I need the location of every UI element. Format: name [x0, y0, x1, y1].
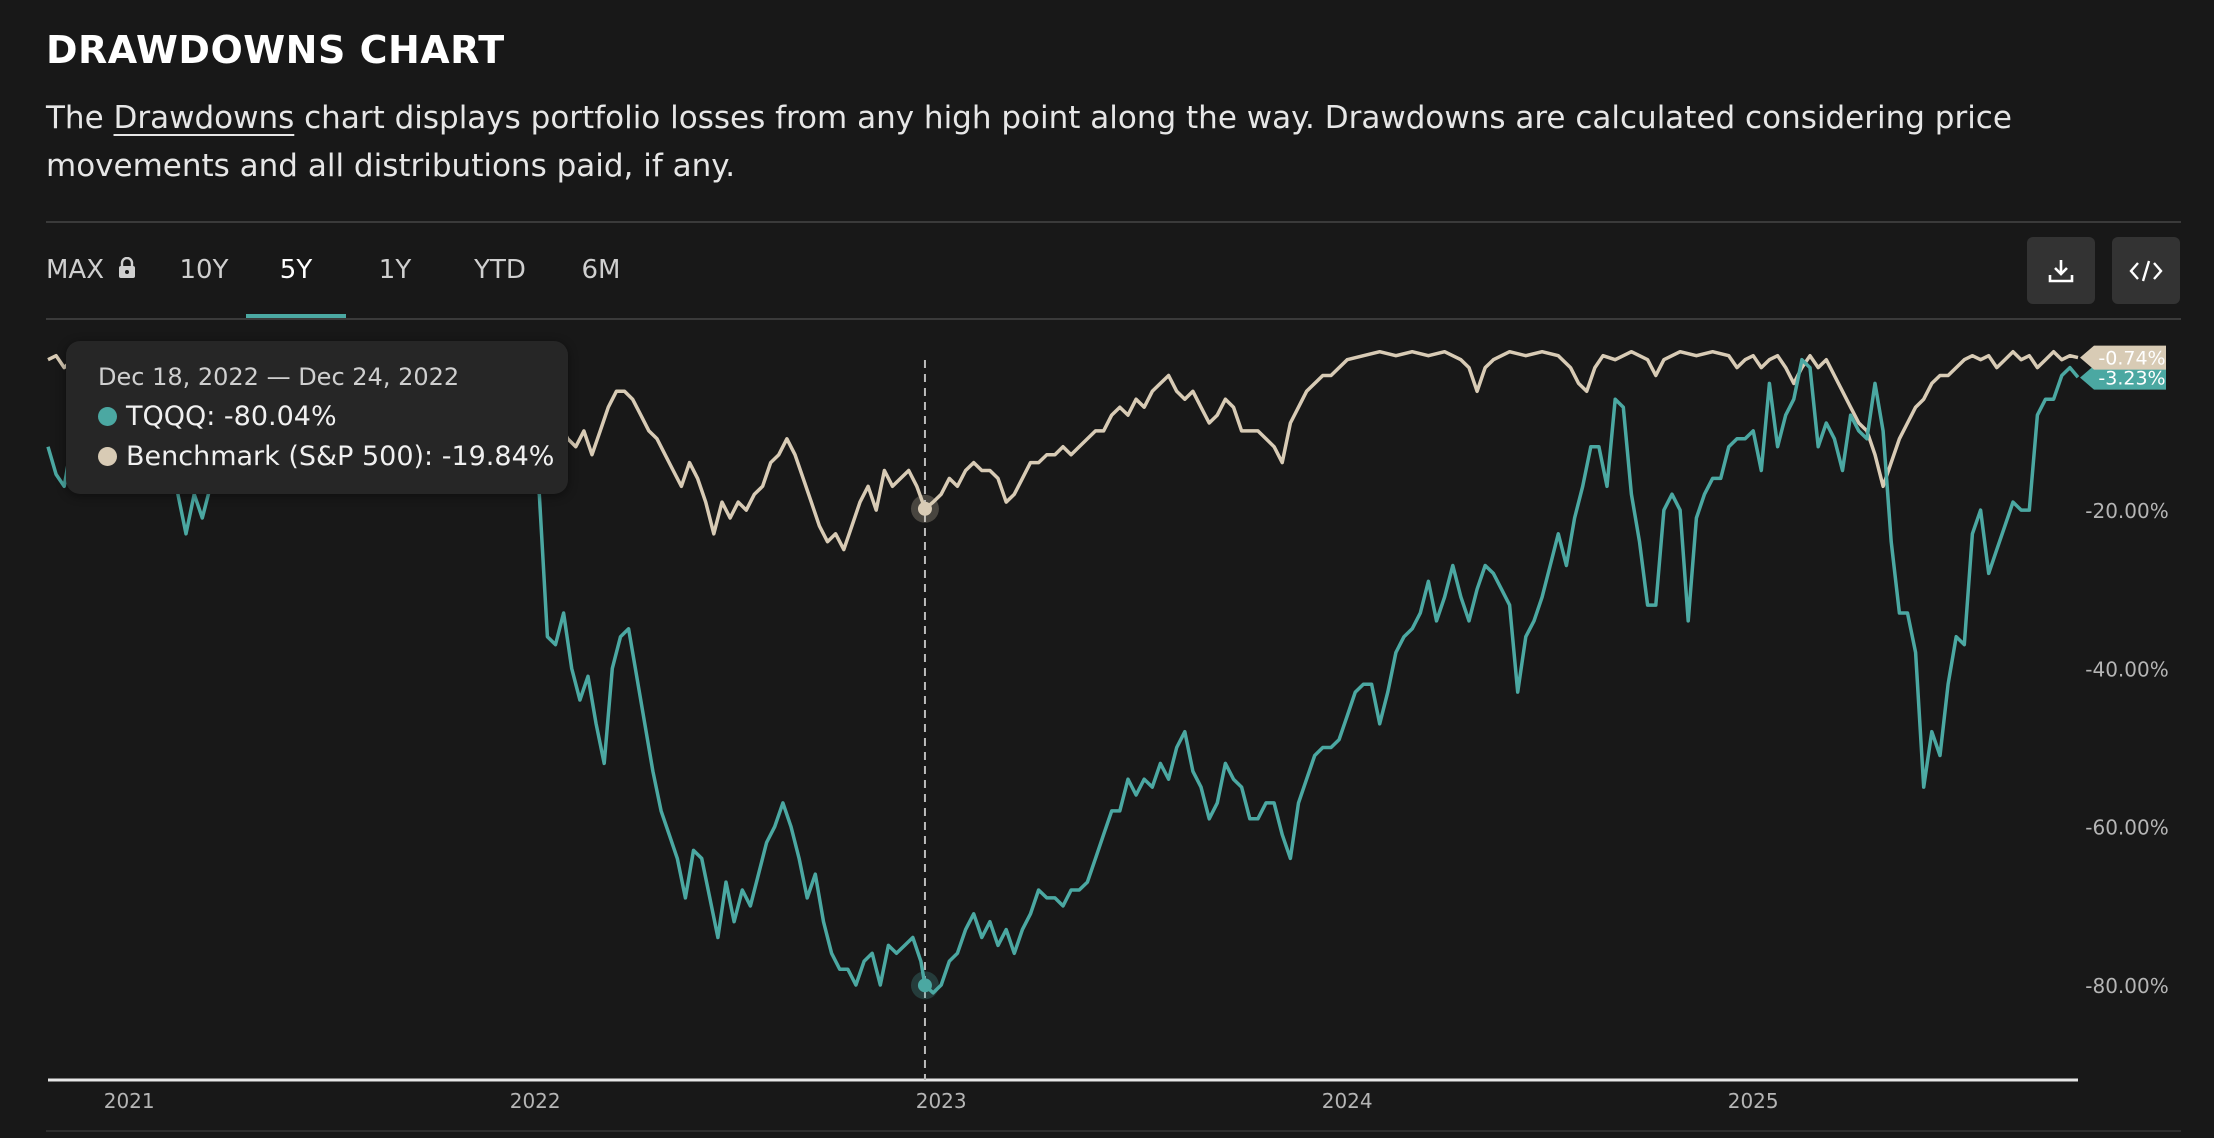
y-tick-label: -80.00%	[2085, 974, 2168, 998]
tooltip-tqqq-row: TQQQ: -80.04%	[98, 401, 337, 432]
lock-icon	[119, 256, 136, 278]
download-icon	[2048, 259, 2074, 282]
code-icon	[2129, 260, 2163, 281]
benchmark-line	[47, 349, 2079, 552]
hover-tooltip: Dec 18, 2022 — Dec 24, 2022 TQQQ: -80.04…	[66, 341, 568, 494]
tooltip-date: Dec 18, 2022 — Dec 24, 2022	[98, 363, 460, 391]
bottom-divider	[46, 1130, 2181, 1132]
drawdowns-link[interactable]: Drawdowns	[113, 100, 295, 136]
tooltip-benchmark-row: Benchmark (S&P 500): -19.84%	[98, 441, 554, 472]
page-title: DRAWDOWNS CHART	[46, 28, 505, 72]
end-tag-label: -0.74%	[2098, 348, 2165, 370]
hover-marker	[917, 978, 932, 993]
download-button[interactable]	[2027, 237, 2095, 304]
y-tick-label: -60.00%	[2085, 816, 2168, 840]
tab-5y[interactable]: 5Y	[246, 222, 346, 318]
embed-button[interactable]	[2112, 237, 2180, 304]
tab-max[interactable]: MAX	[46, 222, 166, 318]
x-tick-label: 2022	[510, 1089, 561, 1113]
description-suffix: chart displays portfolio losses from any…	[46, 100, 2012, 184]
tab-5y-label: 5Y	[279, 255, 313, 285]
tqqq-end-tag: -3.23%	[2080, 365, 2166, 390]
end-tag-shape	[2080, 365, 2166, 390]
end-tag-label: -3.23%	[2098, 368, 2165, 390]
top-divider	[46, 221, 2181, 223]
benchmark-end-tag: -0.74%	[2080, 345, 2166, 370]
y-tick-label: -40.00%	[2085, 657, 2168, 681]
page-description: The Drawdowns chart displays portfolio l…	[46, 94, 2186, 190]
tab-max-label: MAX	[46, 255, 105, 285]
active-tab-underline	[246, 314, 346, 318]
y-tick-label: -20.00%	[2085, 499, 2168, 523]
x-tick-label: 2025	[1728, 1089, 1779, 1113]
tab-6m[interactable]: 6M	[581, 255, 621, 285]
end-tag-shape	[2080, 345, 2166, 370]
tooltip-tqqq-value: TQQQ: -80.04%	[126, 401, 337, 432]
x-tick-label: 2024	[1322, 1089, 1373, 1113]
tabs-divider	[46, 318, 2181, 320]
tab-ytd[interactable]: YTD	[474, 255, 526, 285]
tooltip-benchmark-value: Benchmark (S&P 500): -19.84%	[126, 441, 555, 472]
tqqq-legend-dot	[98, 407, 117, 426]
x-tick-label: 2023	[916, 1089, 967, 1113]
x-tick-label: 2021	[104, 1089, 155, 1113]
description-prefix: The	[46, 100, 114, 136]
benchmark-legend-dot	[98, 447, 117, 466]
tab-1y[interactable]: 1Y	[378, 255, 412, 285]
tab-10y[interactable]: 10Y	[179, 255, 229, 285]
hover-marker	[917, 501, 932, 516]
